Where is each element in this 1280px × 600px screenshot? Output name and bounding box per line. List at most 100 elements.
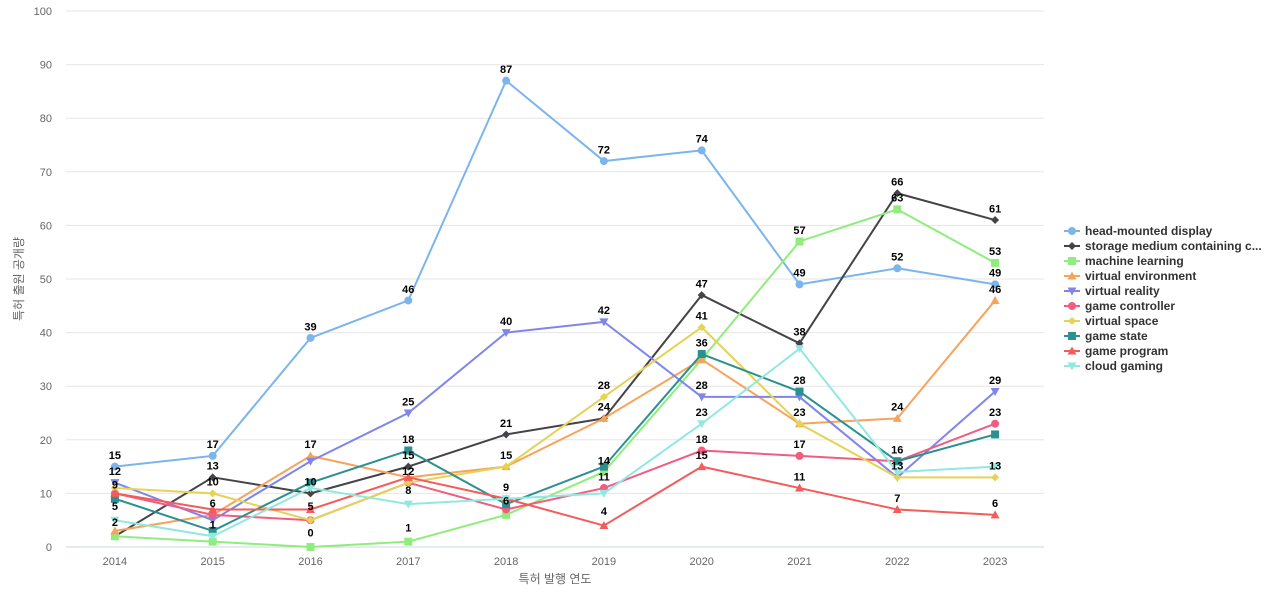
data-label: 61 bbox=[989, 203, 1001, 215]
data-point bbox=[990, 463, 1000, 472]
data-label: 13 bbox=[207, 461, 219, 473]
data-label: 17 bbox=[304, 439, 316, 451]
data-point bbox=[1068, 317, 1076, 325]
series-1 bbox=[110, 189, 1000, 541]
data-point bbox=[599, 413, 609, 422]
data-label: 16 bbox=[891, 445, 903, 457]
legend-label: game state bbox=[1085, 329, 1148, 343]
y-tick-label: 50 bbox=[40, 274, 52, 286]
data-point bbox=[502, 500, 511, 509]
series-0 bbox=[110, 76, 1000, 471]
legend-item[interactable]: machine learning bbox=[1064, 254, 1184, 268]
data-point bbox=[893, 473, 902, 482]
data-point bbox=[110, 479, 120, 488]
legend-item[interactable]: cloud gaming bbox=[1064, 359, 1163, 373]
legend-item[interactable]: game controller bbox=[1064, 299, 1175, 313]
data-point bbox=[991, 419, 1000, 428]
data-label: 1 bbox=[405, 522, 411, 534]
data-label: 9 bbox=[112, 479, 118, 491]
x-axis-ticks: 2014 2015 2016 2017 2018 2019 2020 2021 2022 2023 bbox=[103, 556, 1008, 568]
data-label: 12 bbox=[109, 466, 121, 478]
legend-item[interactable]: storage medium containing c... bbox=[1064, 239, 1262, 253]
legend-item[interactable]: virtual space bbox=[1064, 314, 1159, 328]
data-label: 42 bbox=[598, 305, 610, 317]
x-tick-label: 2023 bbox=[983, 556, 1007, 568]
legend-item[interactable]: virtual environment bbox=[1064, 269, 1196, 283]
data-point bbox=[110, 516, 120, 525]
x-tick-label: 2019 bbox=[592, 556, 616, 568]
data-label: 46 bbox=[989, 284, 1001, 296]
data-point bbox=[697, 323, 706, 332]
x-tick-label: 2018 bbox=[494, 556, 518, 568]
data-label: 12 bbox=[402, 466, 414, 478]
series-line bbox=[114, 326, 996, 522]
data-point bbox=[306, 516, 315, 525]
data-label: 15 bbox=[402, 450, 414, 462]
y-tick-label: 40 bbox=[40, 328, 52, 340]
x-tick-label: 2016 bbox=[298, 556, 322, 568]
data-label: 6 bbox=[992, 498, 998, 510]
data-label: 72 bbox=[598, 144, 610, 156]
data-point bbox=[208, 489, 217, 498]
data-point bbox=[208, 473, 217, 482]
series-line bbox=[114, 299, 996, 532]
legend-item[interactable]: head-mounted display bbox=[1064, 224, 1213, 238]
legend-label: cloud gaming bbox=[1085, 359, 1163, 373]
data-point bbox=[893, 264, 902, 273]
data-label: 6 bbox=[503, 495, 509, 507]
data-label: 13 bbox=[891, 461, 903, 473]
data-point bbox=[110, 484, 119, 493]
data-point bbox=[893, 189, 902, 198]
data-label: 49 bbox=[793, 268, 805, 280]
data-point bbox=[208, 451, 217, 460]
data-point bbox=[991, 430, 1000, 439]
series-line bbox=[114, 353, 996, 532]
data-label: 57 bbox=[793, 225, 805, 237]
data-point bbox=[404, 537, 413, 546]
series-line bbox=[114, 422, 996, 522]
legend-label: game program bbox=[1085, 344, 1168, 358]
series-8 bbox=[110, 462, 1000, 530]
y-tick-label: 60 bbox=[40, 220, 52, 232]
legend-item[interactable]: virtual reality bbox=[1064, 284, 1160, 298]
y-axis-ticks: 0 10 20 30 40 50 60 70 80 90 100 bbox=[34, 6, 52, 554]
data-point bbox=[892, 504, 902, 513]
data-label: 40 bbox=[500, 316, 512, 328]
data-point bbox=[208, 537, 217, 546]
data-label: 74 bbox=[696, 134, 709, 146]
data-label: 23 bbox=[793, 407, 805, 419]
data-label: 0 bbox=[307, 528, 313, 540]
data-point bbox=[795, 419, 804, 428]
data-point bbox=[990, 510, 1000, 519]
data-point bbox=[599, 318, 609, 327]
legend-item[interactable]: game state bbox=[1064, 329, 1148, 343]
legend-item[interactable]: game program bbox=[1064, 344, 1168, 358]
data-label: 28 bbox=[598, 380, 610, 392]
data-point bbox=[795, 345, 804, 354]
series-line bbox=[114, 320, 996, 522]
data-point bbox=[697, 393, 707, 402]
x-tick-label: 2015 bbox=[200, 556, 224, 568]
data-label: 15 bbox=[109, 450, 121, 462]
data-point bbox=[697, 146, 706, 155]
series-group bbox=[110, 76, 1000, 551]
data-label: 24 bbox=[598, 402, 611, 414]
data-point bbox=[599, 157, 608, 166]
data-label: 6 bbox=[210, 498, 216, 510]
data-point bbox=[306, 478, 315, 487]
data-point bbox=[697, 350, 706, 359]
y-tick-label: 100 bbox=[34, 6, 52, 18]
legend-label: virtual reality bbox=[1085, 284, 1160, 298]
data-label: 11 bbox=[794, 471, 806, 483]
data-label: 28 bbox=[696, 380, 708, 392]
x-tick-label: 2022 bbox=[885, 556, 909, 568]
data-point bbox=[1068, 257, 1076, 265]
series-line bbox=[114, 347, 996, 538]
data-point bbox=[1068, 302, 1076, 310]
legend-label: head-mounted display bbox=[1085, 224, 1213, 238]
data-point bbox=[404, 296, 413, 305]
data-point bbox=[1067, 346, 1077, 355]
y-tick-label: 10 bbox=[40, 488, 52, 500]
data-label: 18 bbox=[696, 434, 708, 446]
data-point bbox=[990, 388, 1000, 397]
